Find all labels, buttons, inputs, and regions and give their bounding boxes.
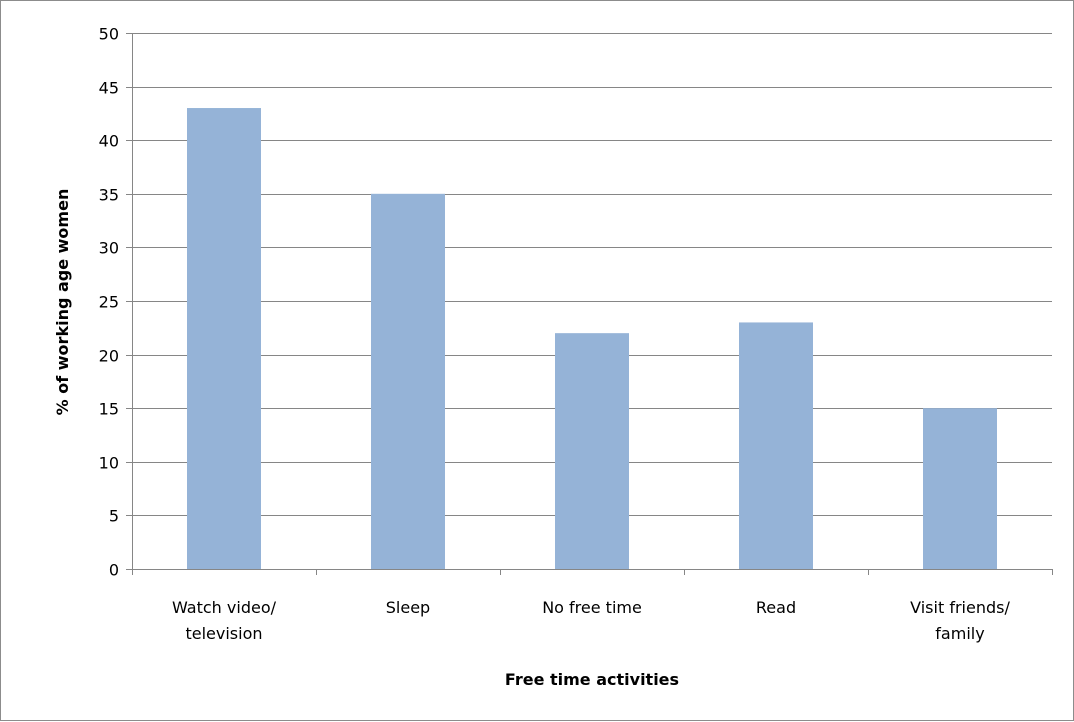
bars	[187, 108, 997, 570]
x-tick-label-4: Visit friends/family	[910, 598, 1010, 643]
y-tick-label-25: 25	[99, 293, 119, 312]
bar-4	[923, 408, 997, 569]
y-tick-label-40: 40	[99, 132, 119, 151]
y-tick-label-30: 30	[99, 239, 119, 258]
y-axis-title: % of working age women	[53, 189, 72, 416]
x-tick-label-0: Watch video/television	[172, 598, 277, 643]
tick-labels: 0 5 10 15 20 25 30 35 40 45 50 Watch video/televisi…	[99, 25, 1011, 644]
y-tick-label-50: 50	[99, 25, 119, 44]
bar-1	[371, 193, 445, 570]
bar-2	[555, 333, 629, 569]
y-tick-label-0: 0	[109, 561, 119, 580]
bar-3	[739, 322, 813, 569]
y-tick-label-15: 15	[99, 400, 119, 419]
x-axis-title: Free time activities	[505, 670, 679, 689]
axes	[126, 33, 1053, 575]
x-tick-label-3: Read	[756, 598, 796, 617]
bar-0	[187, 108, 261, 569]
x-tick-label-1: Sleep	[386, 598, 430, 617]
y-tick-label-20: 20	[99, 347, 119, 366]
y-tick-label-10: 10	[99, 454, 119, 473]
x-tick-label-2: No free time	[542, 598, 642, 617]
gridlines	[132, 33, 1052, 516]
y-tick-label-35: 35	[99, 186, 119, 205]
y-tick-label-45: 45	[99, 79, 119, 98]
y-tick-label-5: 5	[109, 507, 119, 526]
